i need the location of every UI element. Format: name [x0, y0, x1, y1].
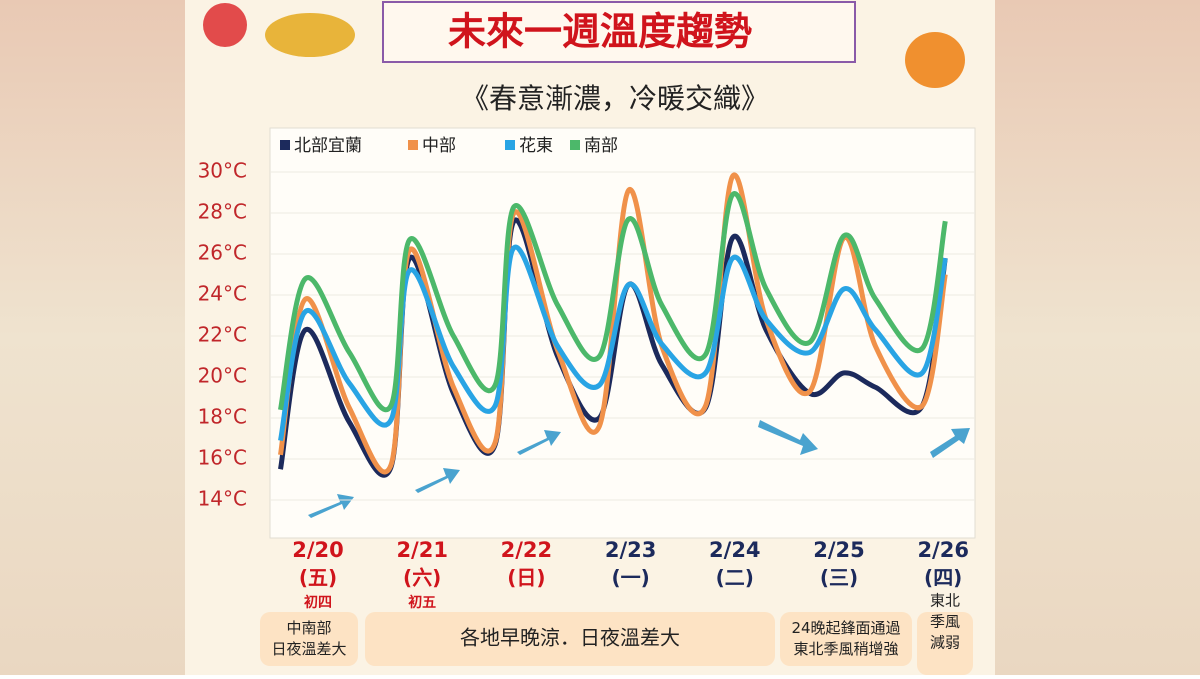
weekday-label: (四) [924, 566, 962, 590]
legend-swatch [280, 140, 290, 150]
note-text: 24晚起鋒面通過 [791, 619, 900, 637]
weekday-label: (三) [820, 566, 858, 590]
note-box [917, 612, 973, 675]
legend-swatch [570, 140, 580, 150]
note-text: 季風 [930, 613, 960, 631]
x-tick-label: 2/24 [709, 538, 761, 562]
trend-arrows [308, 420, 970, 518]
series-line [278, 191, 948, 413]
x-tick-label: 2/23 [605, 538, 657, 562]
note-box [780, 612, 912, 666]
note-text: 日夜溫差大 [271, 640, 346, 658]
y-tick-label: 24°C [198, 282, 247, 306]
chart-subtitle: 《春意漸濃，冷暖交織》 [461, 82, 769, 115]
note-boxes [260, 612, 973, 675]
note-box [365, 612, 775, 666]
legend-label: 北部宜蘭 [294, 136, 362, 156]
y-tick-label: 22°C [198, 323, 247, 347]
weekday-label: (日) [507, 566, 545, 590]
note-text: 各地早晚涼．日夜溫差大 [460, 626, 680, 650]
y-tick-label: 18°C [198, 405, 247, 429]
chart-title: 未來一週溫度趨勢 [448, 10, 752, 54]
legend-swatch [408, 140, 418, 150]
weekday-label: (六) [403, 566, 441, 590]
x-tick-label: 2/20 [292, 538, 344, 562]
legend-label: 花東 [519, 136, 553, 156]
x-tick-label: 2/21 [396, 538, 448, 562]
lunar-label: 初五 [408, 594, 436, 611]
legend-swatch [505, 140, 515, 150]
y-tick-label: 28°C [198, 200, 247, 224]
gold-decoration [265, 13, 355, 57]
x-tick-label: 2/26 [917, 538, 969, 562]
note-text: 東北季風稍增強 [793, 640, 898, 658]
series-line [278, 244, 948, 442]
lantern-decoration [203, 3, 247, 47]
note-text: 減弱 [930, 634, 960, 652]
y-tick-label: 16°C [198, 446, 247, 470]
y-tick-label: 30°C [198, 159, 247, 183]
legend-label: 中部 [422, 136, 456, 156]
note-text: 東北 [930, 592, 960, 610]
lunar-label: 初四 [304, 594, 332, 611]
legend-label: 南部 [584, 136, 618, 156]
title-box [382, 1, 856, 63]
weekday-label: (一) [611, 566, 649, 590]
weekday-label: (二) [716, 566, 754, 590]
note-box [260, 612, 358, 666]
y-tick-label: 26°C [198, 241, 247, 265]
y-tick-label: 14°C [198, 487, 247, 511]
x-tick-label: 2/25 [813, 538, 865, 562]
lantern-decoration [905, 32, 965, 88]
weekday-label: (五) [299, 566, 337, 590]
x-tick-label: 2/22 [501, 538, 553, 562]
note-text: 中南部 [286, 619, 331, 637]
y-tick-label: 20°C [198, 364, 247, 388]
